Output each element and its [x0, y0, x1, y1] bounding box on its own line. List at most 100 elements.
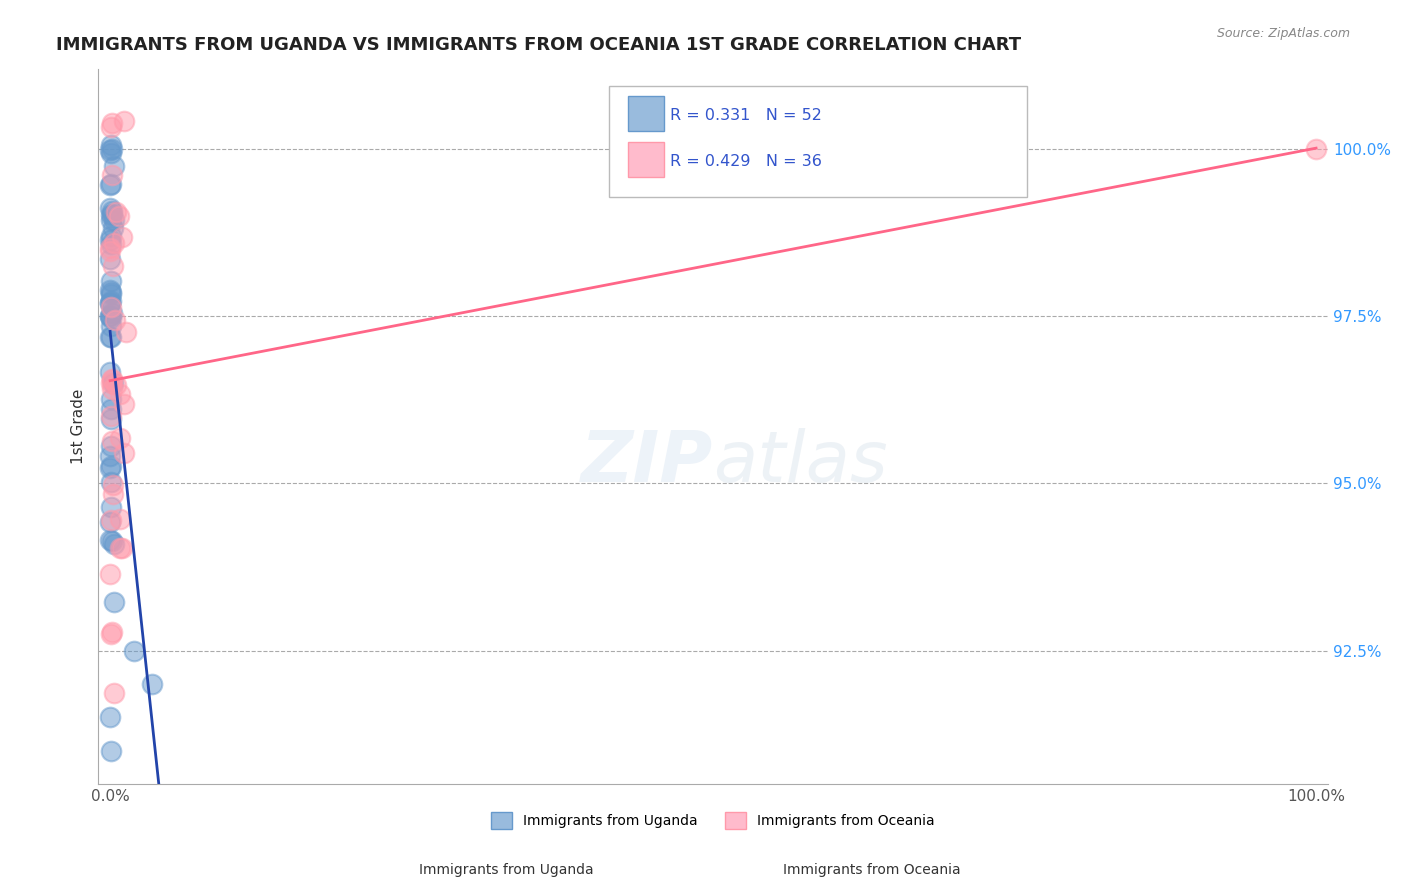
Point	[101, 533, 124, 548]
Text: ZIP: ZIP	[581, 428, 713, 497]
Point	[101, 305, 124, 319]
Point	[100, 207, 122, 221]
Point	[101, 221, 124, 235]
Point	[101, 116, 124, 130]
Point	[98, 460, 121, 475]
Point	[103, 595, 125, 609]
Point	[114, 114, 136, 128]
Point	[100, 213, 122, 227]
Point	[103, 213, 125, 227]
Point	[100, 208, 122, 222]
Point	[100, 372, 122, 386]
Point	[100, 500, 122, 514]
Point	[101, 168, 124, 182]
Point	[101, 434, 124, 449]
Point	[101, 376, 124, 391]
Point	[100, 392, 122, 407]
Point	[100, 402, 122, 417]
Point	[108, 512, 131, 526]
Point	[98, 330, 121, 344]
Point	[100, 285, 122, 300]
Point	[100, 283, 122, 297]
Point	[98, 310, 121, 324]
Point	[100, 330, 122, 344]
Text: R = 0.429   N = 36: R = 0.429 N = 36	[651, 153, 814, 170]
Text: Immigrants from Uganda: Immigrants from Uganda	[419, 863, 593, 877]
Point	[100, 228, 122, 243]
Point	[103, 487, 125, 501]
Point	[100, 138, 122, 153]
Point	[100, 458, 122, 473]
Point	[111, 541, 134, 555]
Point	[100, 376, 122, 391]
Point	[100, 287, 122, 301]
Point	[103, 259, 125, 273]
Point	[100, 382, 122, 396]
Point	[100, 318, 122, 333]
Point	[100, 274, 122, 288]
Point	[98, 144, 121, 158]
Point	[100, 627, 122, 641]
Text: R = 0.429   N = 36: R = 0.429 N = 36	[671, 154, 823, 169]
Point	[98, 233, 121, 247]
Point	[98, 533, 121, 547]
Text: R = 0.331   N = 52: R = 0.331 N = 52	[671, 108, 823, 122]
Point	[98, 201, 121, 215]
Point	[101, 373, 124, 387]
Point	[104, 313, 127, 327]
Point	[122, 643, 145, 657]
Point	[112, 397, 135, 411]
Point	[111, 230, 134, 244]
Point	[100, 146, 122, 161]
Point	[98, 241, 121, 255]
Point	[100, 178, 122, 192]
Text: atlas: atlas	[713, 428, 887, 497]
Point	[100, 409, 122, 423]
Point	[141, 677, 163, 691]
Point	[115, 325, 138, 339]
FancyBboxPatch shape	[609, 87, 1026, 197]
Point	[107, 209, 129, 223]
Point	[98, 252, 121, 266]
Point	[103, 686, 125, 700]
Point	[100, 300, 122, 314]
Text: IMMIGRANTS FROM UGANDA VS IMMIGRANTS FROM OCEANIA 1ST GRADE CORRELATION CHART: IMMIGRANTS FROM UGANDA VS IMMIGRANTS FRO…	[56, 36, 1021, 54]
Point	[98, 710, 121, 724]
Point	[1305, 142, 1327, 156]
Point	[100, 142, 122, 156]
Point	[100, 744, 122, 758]
Text: R = 0.331   N = 52: R = 0.331 N = 52	[651, 106, 814, 124]
Point	[98, 515, 121, 529]
Point	[100, 475, 122, 489]
Point	[98, 295, 121, 310]
Point	[100, 439, 122, 453]
Point	[110, 541, 132, 556]
Point	[101, 203, 124, 218]
Point	[100, 293, 122, 308]
Legend: Immigrants from Uganda, Immigrants from Oceania: Immigrants from Uganda, Immigrants from …	[485, 806, 941, 835]
Point	[103, 478, 125, 492]
Point	[100, 412, 122, 426]
Text: Immigrants from Oceania: Immigrants from Oceania	[783, 863, 960, 877]
Point	[105, 205, 128, 219]
Point	[100, 295, 122, 310]
Point	[108, 386, 131, 401]
Point	[108, 431, 131, 445]
Point	[98, 449, 121, 463]
Point	[98, 178, 121, 193]
FancyBboxPatch shape	[628, 95, 664, 131]
Text: Source: ZipAtlas.com: Source: ZipAtlas.com	[1216, 27, 1350, 40]
Point	[100, 120, 122, 134]
Point	[100, 310, 122, 325]
Point	[103, 537, 125, 551]
FancyBboxPatch shape	[628, 142, 664, 178]
Point	[100, 513, 122, 527]
Point	[98, 244, 121, 259]
Point	[100, 365, 122, 379]
Point	[98, 567, 121, 582]
Point	[100, 237, 122, 252]
Point	[103, 236, 125, 251]
Point	[105, 377, 128, 392]
Point	[103, 159, 125, 173]
Point	[112, 446, 135, 460]
